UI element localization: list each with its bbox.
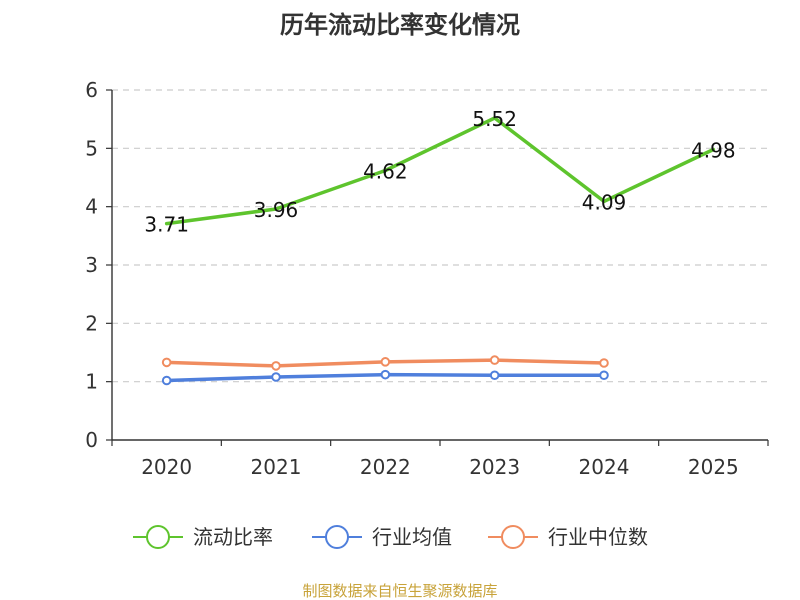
legend-label-2: 行业中位数 xyxy=(548,525,648,549)
data-point xyxy=(380,369,391,380)
data-label: 5.52 xyxy=(472,107,517,131)
grid xyxy=(112,89,768,383)
source-note: 制图数据来自恒生聚源数据库 xyxy=(302,582,497,600)
data-point xyxy=(380,357,391,367)
x-tick-label-2025: 2025 xyxy=(688,455,739,479)
data-point xyxy=(599,358,609,368)
data-point xyxy=(599,370,609,381)
y-tick-label: 3 xyxy=(85,253,98,277)
data-point xyxy=(489,370,500,381)
legend-marker-1 xyxy=(325,525,349,549)
axes: 0 1 2 3 4 5 6 2020 2021 2022 2023 2024 2025 xyxy=(85,78,769,479)
x-tick-label-2023: 2023 xyxy=(469,455,520,479)
data-label: 4.09 xyxy=(582,190,627,214)
y-tick-label: 4 xyxy=(85,195,98,219)
data-point xyxy=(489,355,500,365)
data-point xyxy=(271,361,281,371)
series-layer: 3.71 3.96 4.62 5.52 4.09 4.98 xyxy=(144,107,736,386)
legend-marker-2 xyxy=(501,525,525,549)
data-label: 3.71 xyxy=(144,213,189,237)
data-label: 4.98 xyxy=(691,139,736,163)
data-point xyxy=(161,357,172,368)
y-tick-label: 6 xyxy=(85,78,98,102)
data-point xyxy=(161,375,172,386)
x-tick-label-2020: 2020 xyxy=(141,455,192,479)
y-tick-label: 0 xyxy=(85,428,98,452)
chart-title: 历年流动比率变化情况 xyxy=(280,11,520,39)
y-tick-label: 5 xyxy=(85,136,98,160)
legend-marker-0 xyxy=(146,525,170,549)
data-label: 4.62 xyxy=(363,160,408,184)
data-point xyxy=(271,372,281,382)
legend-label-0: 流动比率 xyxy=(193,525,273,549)
y-tick-label: 2 xyxy=(85,311,98,335)
series-line-0 xyxy=(164,116,716,226)
y-tick-label: 1 xyxy=(85,370,98,394)
legend: 流动比率 行业均值 行业中位数 xyxy=(133,525,648,549)
x-tick-label-2022: 2022 xyxy=(360,455,411,479)
legend-label-1: 行业均值 xyxy=(372,525,452,549)
x-tick-label-2021: 2021 xyxy=(251,455,302,479)
data-label: 3.96 xyxy=(254,198,299,222)
x-tick-label-2024: 2024 xyxy=(579,455,630,479)
